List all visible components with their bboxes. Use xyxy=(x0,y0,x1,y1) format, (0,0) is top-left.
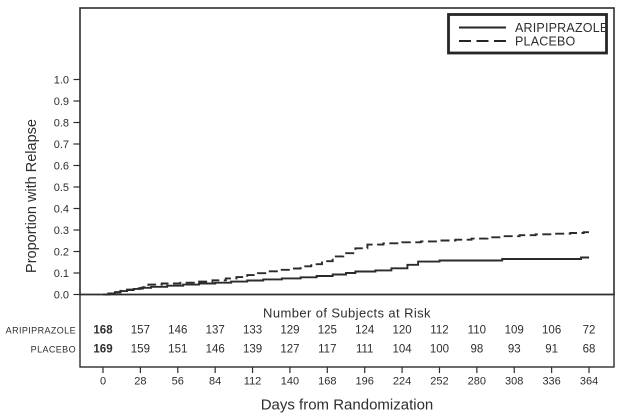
y-tick-label: 0.2 xyxy=(54,246,69,258)
y-tick-label: 0.0 xyxy=(54,289,69,301)
y-tick-label: 0.5 xyxy=(54,182,69,194)
risk-value: 146 xyxy=(206,344,225,356)
risk-value: 109 xyxy=(505,325,524,337)
legend-label-placebo: PLACEBO xyxy=(515,35,576,49)
risk-row-label-placebo: PLACEBO xyxy=(31,345,76,355)
y-tick-label: 0.9 xyxy=(54,96,69,108)
risk-value: 93 xyxy=(508,344,521,356)
x-axis-title: Days from Randomization xyxy=(261,397,434,414)
risk-row-label-aripiprazole: ARIPIPRAZOLE xyxy=(6,326,76,336)
risk-value: 124 xyxy=(355,325,375,337)
risk-table-title: Number of Subjects at Risk xyxy=(263,306,431,321)
x-tick-label: 56 xyxy=(172,376,184,388)
risk-value: 120 xyxy=(392,325,411,337)
x-tick-label: 364 xyxy=(580,376,598,388)
risk-value: 68 xyxy=(583,344,596,356)
risk-value: 125 xyxy=(318,325,337,337)
risk-value: 104 xyxy=(392,344,412,356)
risk-value: 169 xyxy=(93,344,112,356)
risk-value: 72 xyxy=(583,325,596,337)
risk-value: 91 xyxy=(545,344,558,356)
x-tick-label: 84 xyxy=(209,376,221,388)
y-tick-label: 0.1 xyxy=(54,268,69,280)
risk-value: 129 xyxy=(280,325,299,337)
legend-box xyxy=(447,13,608,55)
risk-value: 139 xyxy=(243,344,262,356)
axis-ticks-layer: 1.0 0.9 0.8 0.7 0.6 0.5 0.4 0.3 0.2 0.1 0.0 0 28 56 84… xyxy=(54,74,598,387)
x-tick-label: 280 xyxy=(468,376,486,388)
x-tick-label: 28 xyxy=(134,376,146,388)
risk-value: 112 xyxy=(430,325,448,337)
curves-layer xyxy=(103,231,589,296)
risk-table-box xyxy=(79,293,615,368)
risk-values-layer: 168 157 146 137 133 129 125 124 120 112 110 109 106 7… xyxy=(93,325,595,356)
y-tick-label: 0.8 xyxy=(54,117,69,129)
x-tick-label: 252 xyxy=(430,376,448,388)
y-tick-label: 0.3 xyxy=(54,225,69,237)
x-tick-label: 0 xyxy=(100,376,106,388)
risk-value: 151 xyxy=(168,344,187,356)
risk-value: 157 xyxy=(131,325,150,337)
x-tick-label: 196 xyxy=(356,376,374,388)
risk-value: 146 xyxy=(168,325,187,337)
risk-value: 117 xyxy=(318,344,336,356)
risk-value: 168 xyxy=(93,325,113,337)
y-axis-title: Proportion with Relapse xyxy=(24,119,40,273)
x-tick-label: 308 xyxy=(505,376,523,388)
relapse-curve-placebo xyxy=(103,231,589,296)
risk-value: 133 xyxy=(243,325,262,337)
x-tick-label: 112 xyxy=(244,376,262,388)
x-tick-label: 224 xyxy=(393,376,411,388)
legend-label-aripiprazole: ARIPIPRAZOLE xyxy=(515,21,608,35)
y-tick-label: 1.0 xyxy=(54,74,69,86)
risk-value: 127 xyxy=(280,344,299,356)
risk-value: 137 xyxy=(206,325,225,337)
risk-value: 98 xyxy=(470,344,483,356)
y-tick-label: 0.6 xyxy=(54,160,69,172)
risk-value: 100 xyxy=(430,344,449,356)
risk-value: 110 xyxy=(468,325,486,337)
legend: ARIPIPRAZOLE PLACEBO xyxy=(447,13,608,55)
x-tick-label: 336 xyxy=(542,376,560,388)
y-tick-label: 0.4 xyxy=(54,203,69,215)
x-tick-label: 140 xyxy=(281,376,299,388)
relapse-curve-aripiprazole xyxy=(103,256,589,296)
risk-value: 106 xyxy=(542,325,561,337)
x-tick-label: 168 xyxy=(318,376,336,388)
risk-value: 159 xyxy=(131,344,150,356)
risk-value: 111 xyxy=(356,344,373,356)
y-tick-label: 0.7 xyxy=(54,139,69,151)
